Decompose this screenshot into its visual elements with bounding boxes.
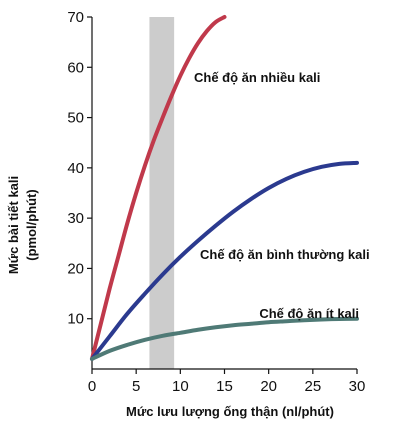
x-tick-label: 0 (88, 378, 96, 395)
y-tick-label: 40 (67, 160, 84, 177)
x-tick-label: 15 (216, 378, 233, 395)
y-axis-label-line1: Mức bài tiết kali (6, 176, 21, 274)
x-tick-label: 10 (172, 378, 189, 395)
y-tick-label: 60 (67, 59, 84, 76)
x-tick-label: 30 (349, 378, 366, 395)
series-label-low-potassium: Chế độ ăn ít kali (259, 306, 359, 321)
y-axis-label-line2: (pmol/phút) (24, 189, 39, 260)
y-tick-label: 10 (67, 311, 84, 328)
x-tick-label: 25 (304, 378, 321, 395)
y-axis-label-group: Mức bài tiết kali (pmol/phút) (6, 176, 39, 274)
series-line-high-potassium (90, 15, 227, 361)
x-tick-label: 20 (260, 378, 277, 395)
series-layer (90, 15, 359, 361)
y-tick-label: 70 (67, 9, 84, 26)
shaded-band (149, 17, 175, 369)
series-line-normal-potassium (90, 160, 359, 361)
labels-layer: Chế độ ăn nhiều kali Chế độ ăn bình thườn… (194, 70, 370, 321)
y-tick-label: 30 (67, 210, 84, 227)
y-tick-label: 20 (67, 260, 84, 277)
x-tick-label: 5 (132, 378, 140, 395)
x-axis-label: Mức lưu lượng ống thận (nl/phút) (126, 404, 334, 419)
axes-layer: 10 20 30 40 50 60 70 0 5 10 15 20 25 30 (67, 9, 365, 395)
shaded-band-layer (149, 17, 175, 369)
series-label-normal-potassium: Chế độ ăn bình thường kali (200, 247, 370, 262)
series-line-low-potassium (90, 316, 359, 361)
series-label-high-potassium: Chế độ ăn nhiều kali (194, 70, 320, 85)
y-tick-label: 50 (67, 110, 84, 127)
